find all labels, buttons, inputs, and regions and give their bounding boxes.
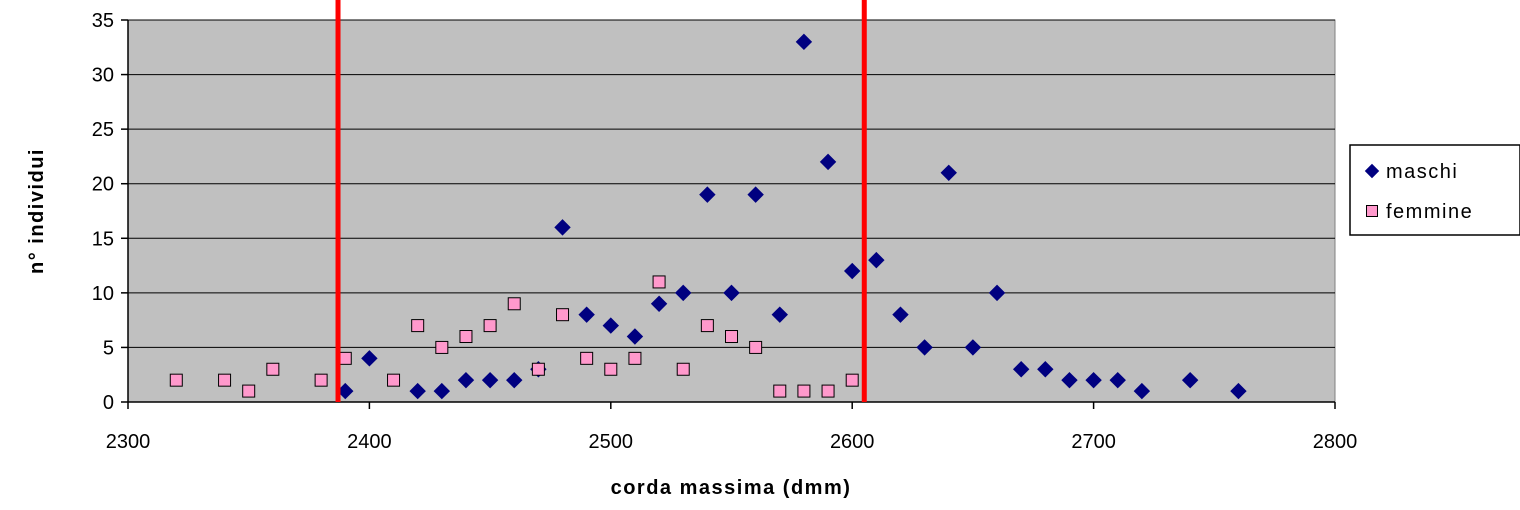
point-maschi (481, 371, 499, 389)
point-femmine (556, 308, 570, 322)
point-femmine (459, 330, 473, 344)
point-femmine (845, 373, 859, 387)
point-femmine (314, 373, 328, 387)
x-tick-label: 2600 (830, 431, 875, 453)
reference-lines (335, 0, 867, 402)
point-maschi (1181, 371, 1199, 389)
x-tick-label: 2400 (347, 431, 392, 453)
y-tick-label: 10 (92, 283, 114, 305)
x-tick-label: 2500 (589, 431, 634, 453)
point-maschi (723, 284, 740, 302)
point-femmine (652, 275, 666, 289)
y-tick-label: 5 (103, 337, 114, 359)
y-tick-label: 25 (92, 119, 114, 141)
point-femmine (797, 384, 811, 398)
x-tick-label: 2700 (1071, 431, 1116, 453)
point-maschi (964, 339, 982, 356)
point-femmine (338, 351, 352, 365)
ticks: 0 5 10 15 20 25 30 35 2300 2400 2500 2600 2700 2800 (92, 10, 1358, 453)
point-femmine (749, 340, 763, 354)
point-femmine (821, 384, 835, 398)
y-tick-label: 15 (92, 228, 114, 250)
axes (127, 20, 1335, 403)
point-femmine (531, 362, 545, 376)
data-markers (169, 33, 1247, 400)
plot-area (127, 19, 1336, 403)
legend-marker-femmine (1366, 205, 1378, 217)
point-femmine (218, 373, 232, 387)
point-maschi (843, 262, 861, 280)
point-maschi (1037, 361, 1054, 378)
legend: maschi femmine (1349, 144, 1520, 236)
y-axis-title: n° individui (26, 148, 48, 274)
point-maschi (868, 251, 885, 269)
point-maschi (699, 186, 716, 203)
point-femmine (604, 362, 618, 376)
point-femmine (242, 384, 256, 398)
point-maschi (795, 33, 813, 51)
point-maschi (626, 328, 644, 345)
point-maschi (1085, 371, 1102, 389)
x-tick-label: 2800 (1313, 431, 1358, 453)
point-femmine (483, 319, 497, 333)
point-femmine (266, 362, 280, 376)
point-maschi (433, 382, 451, 400)
point-maschi (457, 371, 475, 389)
grid-lines (128, 19, 1335, 348)
x-axis-title: corda massima (dmm) (611, 477, 852, 499)
point-maschi (988, 284, 1006, 302)
point-femmine (676, 362, 690, 376)
y-tick-label: 30 (92, 65, 114, 87)
point-maschi (506, 371, 523, 389)
point-maschi (892, 306, 909, 323)
point-maschi (771, 306, 788, 323)
point-maschi (409, 382, 426, 400)
point-maschi (675, 284, 692, 302)
legend-box (1349, 144, 1520, 236)
point-femmine (773, 384, 787, 398)
point-maschi (1109, 371, 1126, 389)
point-maschi (602, 317, 620, 334)
point-maschi (1133, 382, 1151, 400)
y-tick-label: 35 (92, 10, 114, 32)
point-femmine (725, 330, 738, 344)
point-maschi (819, 153, 837, 171)
x-tick-label: 2300 (106, 431, 151, 453)
point-maschi (650, 295, 668, 312)
point-femmine (435, 340, 449, 354)
y-tick-label: 0 (103, 392, 114, 414)
point-femmine (628, 351, 642, 365)
point-maschi (1012, 361, 1030, 378)
point-maschi (1230, 382, 1247, 400)
point-femmine (411, 319, 425, 333)
point-femmine (507, 297, 521, 311)
point-maschi (747, 186, 764, 203)
point-maschi (940, 164, 957, 182)
point-maschi (554, 219, 571, 236)
point-femmine (700, 319, 714, 333)
point-femmine (387, 373, 401, 387)
legend-label-maschi: maschi (1386, 161, 1458, 183)
point-maschi (916, 339, 933, 356)
point-femmine (169, 373, 183, 387)
point-maschi (578, 306, 595, 323)
legend-label-femmine: femmine (1386, 201, 1473, 223)
legend-marker-maschi (1364, 163, 1380, 179)
point-maschi (1061, 371, 1078, 389)
y-tick-label: 20 (92, 174, 114, 196)
point-maschi (361, 350, 378, 367)
point-femmine (580, 351, 594, 365)
